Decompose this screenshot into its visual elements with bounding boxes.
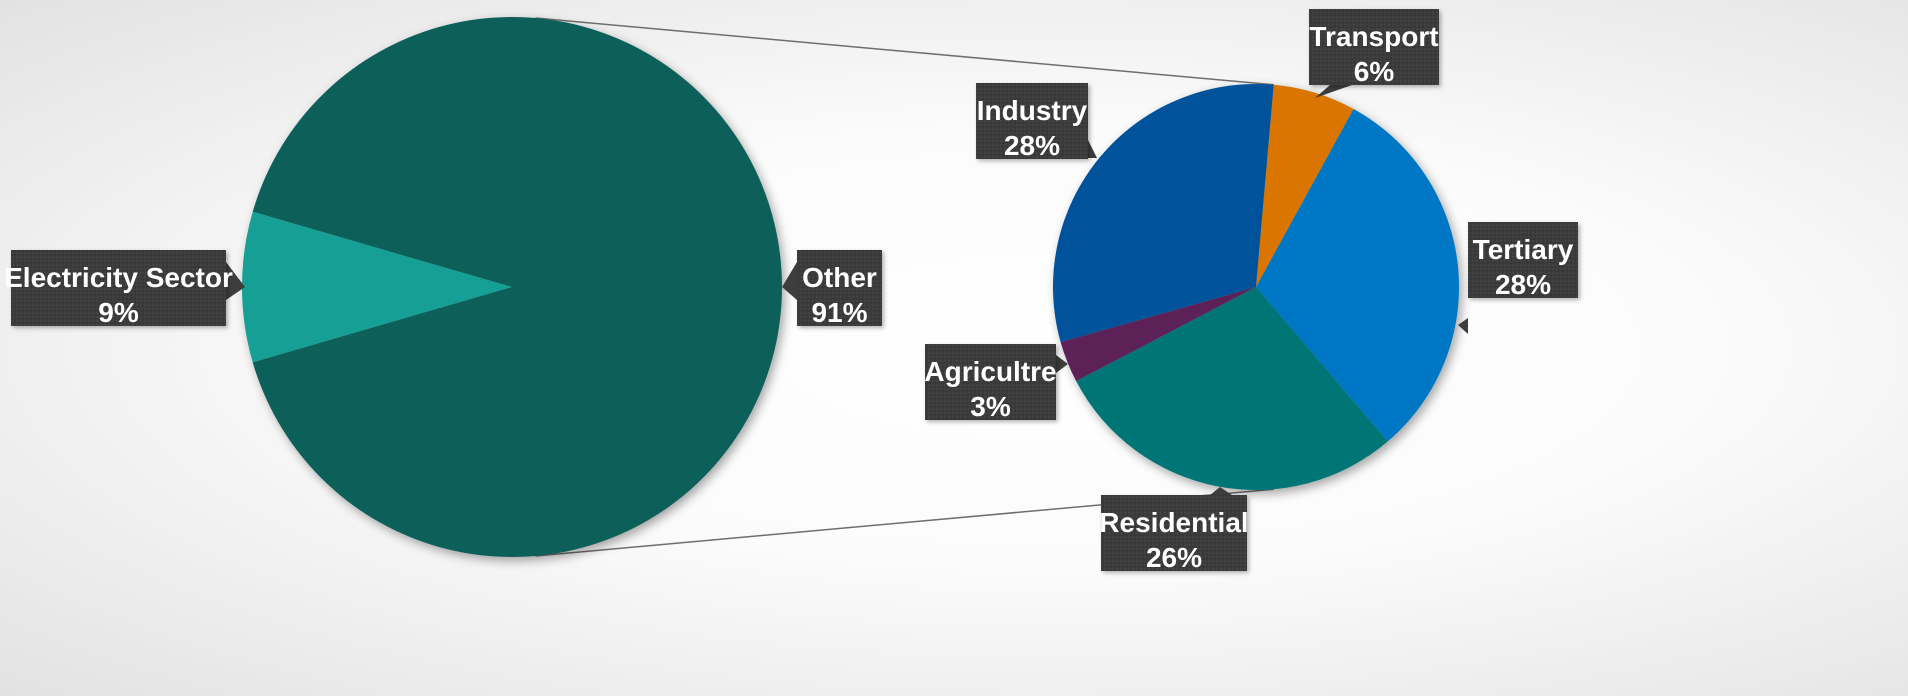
label-other-value: 91%	[811, 297, 867, 328]
label-tertiary: Tertiary 28%	[1458, 222, 1578, 334]
label-tertiary-value: 28%	[1495, 269, 1551, 300]
label-industry: Industry 28%	[976, 83, 1097, 161]
label-other-category: Other	[802, 262, 877, 293]
label-transport-value: 6%	[1354, 56, 1395, 87]
label-agricultre: Agricultre 3%	[924, 344, 1068, 422]
label-residential-category: Residential	[1099, 507, 1248, 538]
label-tertiary-category: Tertiary	[1473, 234, 1574, 265]
label-residential-value: 26%	[1146, 542, 1202, 573]
label-transport: Transport 6%	[1309, 9, 1439, 98]
label-electricity-sector: Electricity Sector 9%	[4, 250, 245, 328]
label-agricultre-category: Agricultre	[924, 356, 1056, 387]
secondary-pie	[1053, 84, 1459, 490]
label-electricity-sector-value: 9%	[98, 297, 139, 328]
label-other: Other 91%	[782, 250, 882, 328]
main-pie	[242, 17, 782, 557]
label-residential-pointer	[1210, 487, 1232, 495]
label-electricity-sector-category: Electricity Sector	[4, 262, 233, 293]
label-other-pointer	[782, 262, 797, 300]
label-tertiary-pointer	[1458, 318, 1468, 334]
label-residential: Residential 26%	[1099, 487, 1248, 573]
label-transport-category: Transport	[1309, 21, 1438, 52]
label-industry-category: Industry	[977, 95, 1088, 126]
label-industry-value: 28%	[1004, 130, 1060, 161]
label-industry-pointer	[1088, 140, 1097, 158]
label-agricultre-value: 3%	[970, 391, 1011, 422]
